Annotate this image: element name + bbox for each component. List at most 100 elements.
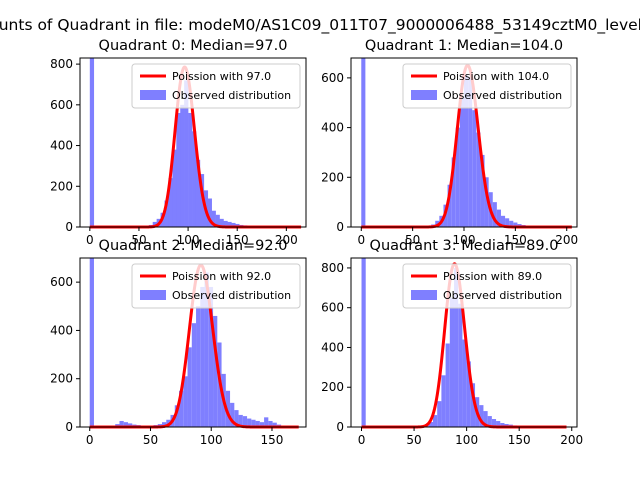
legend-box <box>131 63 301 109</box>
x-tick-label: 100 <box>177 233 200 247</box>
hist-bar <box>487 416 492 427</box>
y-tick-label: 400 <box>50 139 73 153</box>
x-tick-label: 50 <box>143 433 158 447</box>
hist-bar <box>183 376 188 427</box>
hist-bar <box>196 306 201 427</box>
x-tick-label: 150 <box>504 233 527 247</box>
legend-fit-label: Poission with 104.0 <box>443 70 549 83</box>
y-tick-label: 400 <box>50 323 73 337</box>
hist-bar <box>268 420 273 427</box>
hist-bar <box>184 80 189 228</box>
x-tick-label: 50 <box>131 233 146 247</box>
legend: Poission with 92.0 Observed distribution <box>131 263 301 309</box>
hist-bar <box>176 112 181 227</box>
axes-frame <box>79 257 307 428</box>
hist-bar <box>468 77 473 227</box>
x-tick-label: 50 <box>406 433 421 447</box>
y-tick-label: 200 <box>50 179 73 193</box>
hist-bar <box>500 215 506 227</box>
legend-hist-label: Observed distribution <box>172 89 291 102</box>
hist-bar <box>162 422 167 427</box>
legend-hist-swatch <box>140 290 166 300</box>
hist-bar <box>462 339 467 427</box>
x-tick-label: 100 <box>455 433 478 447</box>
hist-bar <box>470 383 476 427</box>
legend-hist-label: Observed distribution <box>172 289 291 302</box>
hist-bar <box>127 423 133 427</box>
hist-bar <box>496 209 501 227</box>
hist-bar <box>215 214 220 227</box>
panel-title: Quadrant 1: Median=104.0 <box>365 38 563 54</box>
y-tick-label: 600 <box>50 98 73 112</box>
figure-suptitle: Plots for counts of Quadrant in file: mo… <box>0 16 640 35</box>
legend: Poission with 97.0 Observed distribution <box>131 63 301 109</box>
x-tick-label: 50 <box>405 233 420 247</box>
legend-hist-swatch <box>411 290 437 300</box>
y-tick-label: 600 <box>321 301 344 315</box>
hist-bar <box>496 421 501 427</box>
hist-bar <box>188 112 193 227</box>
hist-bar <box>123 422 128 427</box>
hist-bar <box>476 132 481 227</box>
y-tick-label: 0 <box>336 220 344 234</box>
axes-frame <box>350 257 578 428</box>
panel-title: Quadrant 2: Median=92.0 <box>99 238 288 254</box>
hist-bar <box>472 110 477 227</box>
panel-title: Quadrant 3: Median=89.0 <box>370 238 559 254</box>
hist-bar <box>223 220 228 227</box>
hist-bar <box>231 222 236 227</box>
hist-bar <box>445 343 450 427</box>
hist-bar <box>225 390 231 427</box>
y-tick-label: 200 <box>50 372 73 386</box>
hist-bar <box>479 405 484 427</box>
hist-bar <box>152 221 157 227</box>
hist-bar <box>211 210 216 227</box>
legend-hist-label: Observed distribution <box>443 289 562 302</box>
hist-bar <box>238 414 243 427</box>
hist-bar <box>187 347 192 427</box>
axes-frame <box>79 57 307 228</box>
legend-box <box>402 63 572 109</box>
hist-bar <box>272 422 277 427</box>
hist-bar <box>459 97 464 227</box>
x-tick-label: 150 <box>508 433 531 447</box>
x-tick-label: 200 <box>555 233 578 247</box>
legend: Poission with 104.0 Observed distribution <box>402 63 572 109</box>
hist-bar <box>509 220 514 227</box>
y-tick-label: 800 <box>321 261 344 275</box>
x-tick-label: 150 <box>226 233 249 247</box>
hist-bar <box>235 223 240 227</box>
x-tick-label: 200 <box>275 233 298 247</box>
hist-bar <box>208 286 214 427</box>
legend-hist-label: Observed distribution <box>443 89 562 102</box>
x-tick-label: 150 <box>261 433 284 447</box>
hist-bar <box>428 422 433 427</box>
hist-bar <box>505 218 510 227</box>
hist-bar <box>192 131 197 227</box>
x-tick-label: 0 <box>86 433 94 447</box>
hist-bar <box>199 174 205 227</box>
hist-bar <box>492 202 497 227</box>
legend-box <box>402 263 572 309</box>
hist-bar <box>455 127 460 227</box>
hist-bar <box>441 375 446 427</box>
x-tick-label: 0 <box>357 233 365 247</box>
hist-bar <box>164 200 169 227</box>
panel-title: Quadrant 0: Median=97.0 <box>99 38 288 54</box>
hist-bar <box>172 149 177 227</box>
hist-bar <box>213 315 218 427</box>
hist-bar <box>513 222 518 227</box>
y-tick-label: 0 <box>336 420 344 434</box>
hist-bar <box>437 401 442 427</box>
hist-bar <box>180 104 185 227</box>
hist-bar <box>251 419 256 427</box>
x-tick-label: 100 <box>200 433 223 447</box>
hist-bar <box>230 402 235 427</box>
legend-hist-swatch <box>140 90 166 100</box>
hist-bar <box>204 272 209 427</box>
y-tick-label: 600 <box>50 275 73 289</box>
y-tick-label: 400 <box>321 340 344 354</box>
chart-panel-1: 0 50 100 150 200 0 200 400 600 Quadrant 1: Median… <box>321 38 578 247</box>
hist-bar <box>483 411 488 427</box>
